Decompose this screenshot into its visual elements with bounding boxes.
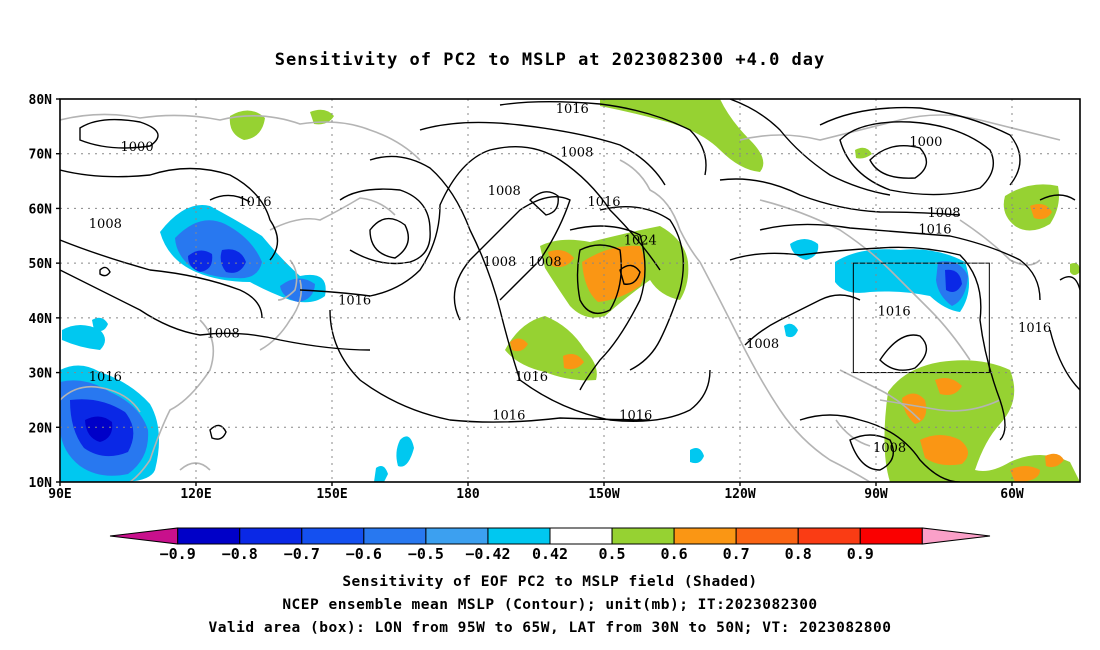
lat-tick-label: 80N (29, 93, 53, 108)
contour-label: 1016 (492, 408, 525, 423)
colorbar-label: −0.42 (465, 545, 510, 563)
colorbar-segment (797, 527, 861, 545)
colorbar-low-triangle (109, 527, 179, 545)
caption-line-2: NCEP ensemble mean MSLP (Contour); unit(… (282, 597, 818, 613)
colorbar-label: −0.6 (346, 545, 382, 563)
caption-line-1: Sensitivity of EOF PC2 to MSLP field (Sh… (342, 574, 758, 590)
colorbar: −0.9 −0.8 −0.7 −0.6 −0.5 −0.42 0.42 0.5 0.6 0.7 0.… (109, 527, 991, 563)
colorbar-segment (177, 527, 241, 545)
chart-title: Sensitivity of PC2 to MSLP at 2023082300… (274, 50, 826, 70)
colorbar-segment (425, 527, 489, 545)
lat-tick-label: 30N (29, 367, 53, 382)
colorbar-label: 0.5 (599, 545, 626, 563)
positive-blob-north-pacific (229, 109, 689, 381)
lon-tick-label: 150W (588, 487, 619, 502)
contour-label: 1008 (529, 255, 562, 270)
lon-tick-label: 150E (316, 487, 347, 502)
contour-label: 1000 (909, 135, 942, 150)
contour-label: 1016 (515, 370, 548, 385)
colorbar-label: 0.42 (532, 545, 568, 563)
contour-label: 1008 (560, 146, 593, 161)
positive-blob-arctic (600, 99, 872, 172)
negative-blob-north-atlantic (92, 239, 969, 482)
contour-label: 1016 (619, 408, 652, 423)
colorbar-segment (549, 527, 613, 545)
colorbar-segment (487, 527, 551, 545)
colorbar-high-triangle (921, 527, 991, 545)
contour-label: 1008 (207, 326, 240, 341)
mslp-contours (60, 99, 1080, 482)
colorbar-segment (859, 527, 923, 545)
contour-label: 1008 (488, 184, 521, 199)
lon-tick-label: 60W (1000, 487, 1024, 502)
lat-tick-label: 10N (29, 476, 53, 491)
colorbar-label: −0.7 (284, 545, 320, 563)
contour-label: 1008 (927, 206, 960, 221)
map-frame (59, 98, 1081, 483)
contour-label: 1016 (878, 304, 911, 319)
colorbar-label: −0.9 (160, 545, 196, 563)
contour-label: 1016 (556, 102, 589, 117)
lat-tick-label: 50N (29, 257, 53, 272)
contour-label: 1000 (121, 140, 154, 155)
contour-label: 1024 (624, 233, 657, 248)
contour-label: 1008 (873, 441, 906, 456)
sensitivity-map: 1000101610081008100810161008101610161008… (29, 93, 1081, 563)
negative-blob-south-china (60, 325, 159, 482)
positive-blob-caribbean (884, 184, 1080, 482)
lat-tick-label: 40N (29, 312, 53, 327)
lat-tick-label: 70N (29, 148, 53, 163)
caption-line-3: Valid area (box): LON from 95W to 65W, L… (208, 620, 892, 636)
shading-layer (60, 99, 1080, 482)
lon-tick-label: 120W (724, 487, 755, 502)
negative-blob-west-pacific (160, 205, 326, 303)
colorbar-segment (239, 527, 303, 545)
contour-label: 1016 (918, 222, 951, 237)
contour-label: 1016 (587, 195, 620, 210)
colorbar-label: 0.8 (785, 545, 812, 563)
colorbar-label: 0.6 (661, 545, 688, 563)
lat-tick-label: 60N (29, 202, 53, 217)
coastlines (60, 113, 1061, 482)
lon-tick-label: 180 (456, 487, 480, 502)
colorbar-label: −0.8 (222, 545, 258, 563)
graticule (60, 99, 1080, 482)
colorbar-segment (735, 527, 799, 545)
lon-tick-label: 120E (180, 487, 211, 502)
colorbar-segment (363, 527, 427, 545)
contour-label: 1008 (483, 255, 516, 270)
colorbar-label: 0.9 (847, 545, 874, 563)
lon-tick-label: 90W (864, 487, 888, 502)
contour-label: 1008 (746, 337, 779, 352)
colorbar-segment (611, 527, 675, 545)
lat-tick-label: 20N (29, 421, 53, 436)
contour-label: 1016 (238, 195, 271, 210)
contour-label-layer: 1000101610081008100810161008101610161008… (89, 102, 1051, 456)
lon-tick-label: 90E (48, 487, 71, 502)
colorbar-label: −0.5 (408, 545, 444, 563)
colorbar-label: 0.7 (723, 545, 750, 563)
contour-label: 1016 (89, 370, 122, 385)
contour-label: 1008 (89, 217, 122, 232)
contour-label: 1016 (338, 293, 371, 308)
colorbar-segment (673, 527, 737, 545)
colorbar-segment (301, 527, 365, 545)
contour-label: 1016 (1018, 321, 1051, 336)
